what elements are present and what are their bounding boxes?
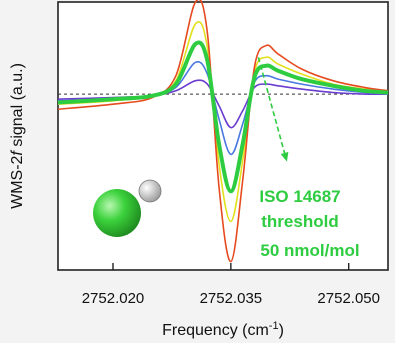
x-axis-label: Frequency (cm-1) [162,320,284,339]
series-line-5 [57,0,389,263]
chlorine-atom [93,189,141,237]
x-tick-label: 2752.035 [200,290,263,307]
annotation-line-2: threshold [261,212,338,231]
x-tick-label: 2752.020 [82,290,145,307]
annotation-arrow [257,57,289,162]
y-axis-label: WMS-2f signal (a.u.) [9,63,26,209]
annotation-line-3: 50 nmol/mol [260,241,359,260]
annotation-line-1: ISO 14687 [259,187,340,206]
hydrogen-atom [138,179,162,203]
molecule-graphic [93,179,162,237]
series-line-3 [57,40,389,194]
x-tick-label: 2752.050 [317,290,380,307]
series-layer [57,0,389,263]
ticks: 2752.020 2752.035 2752.050 [82,263,380,307]
annotation: ISO 14687 threshold 50 nmol/mol [259,187,359,260]
